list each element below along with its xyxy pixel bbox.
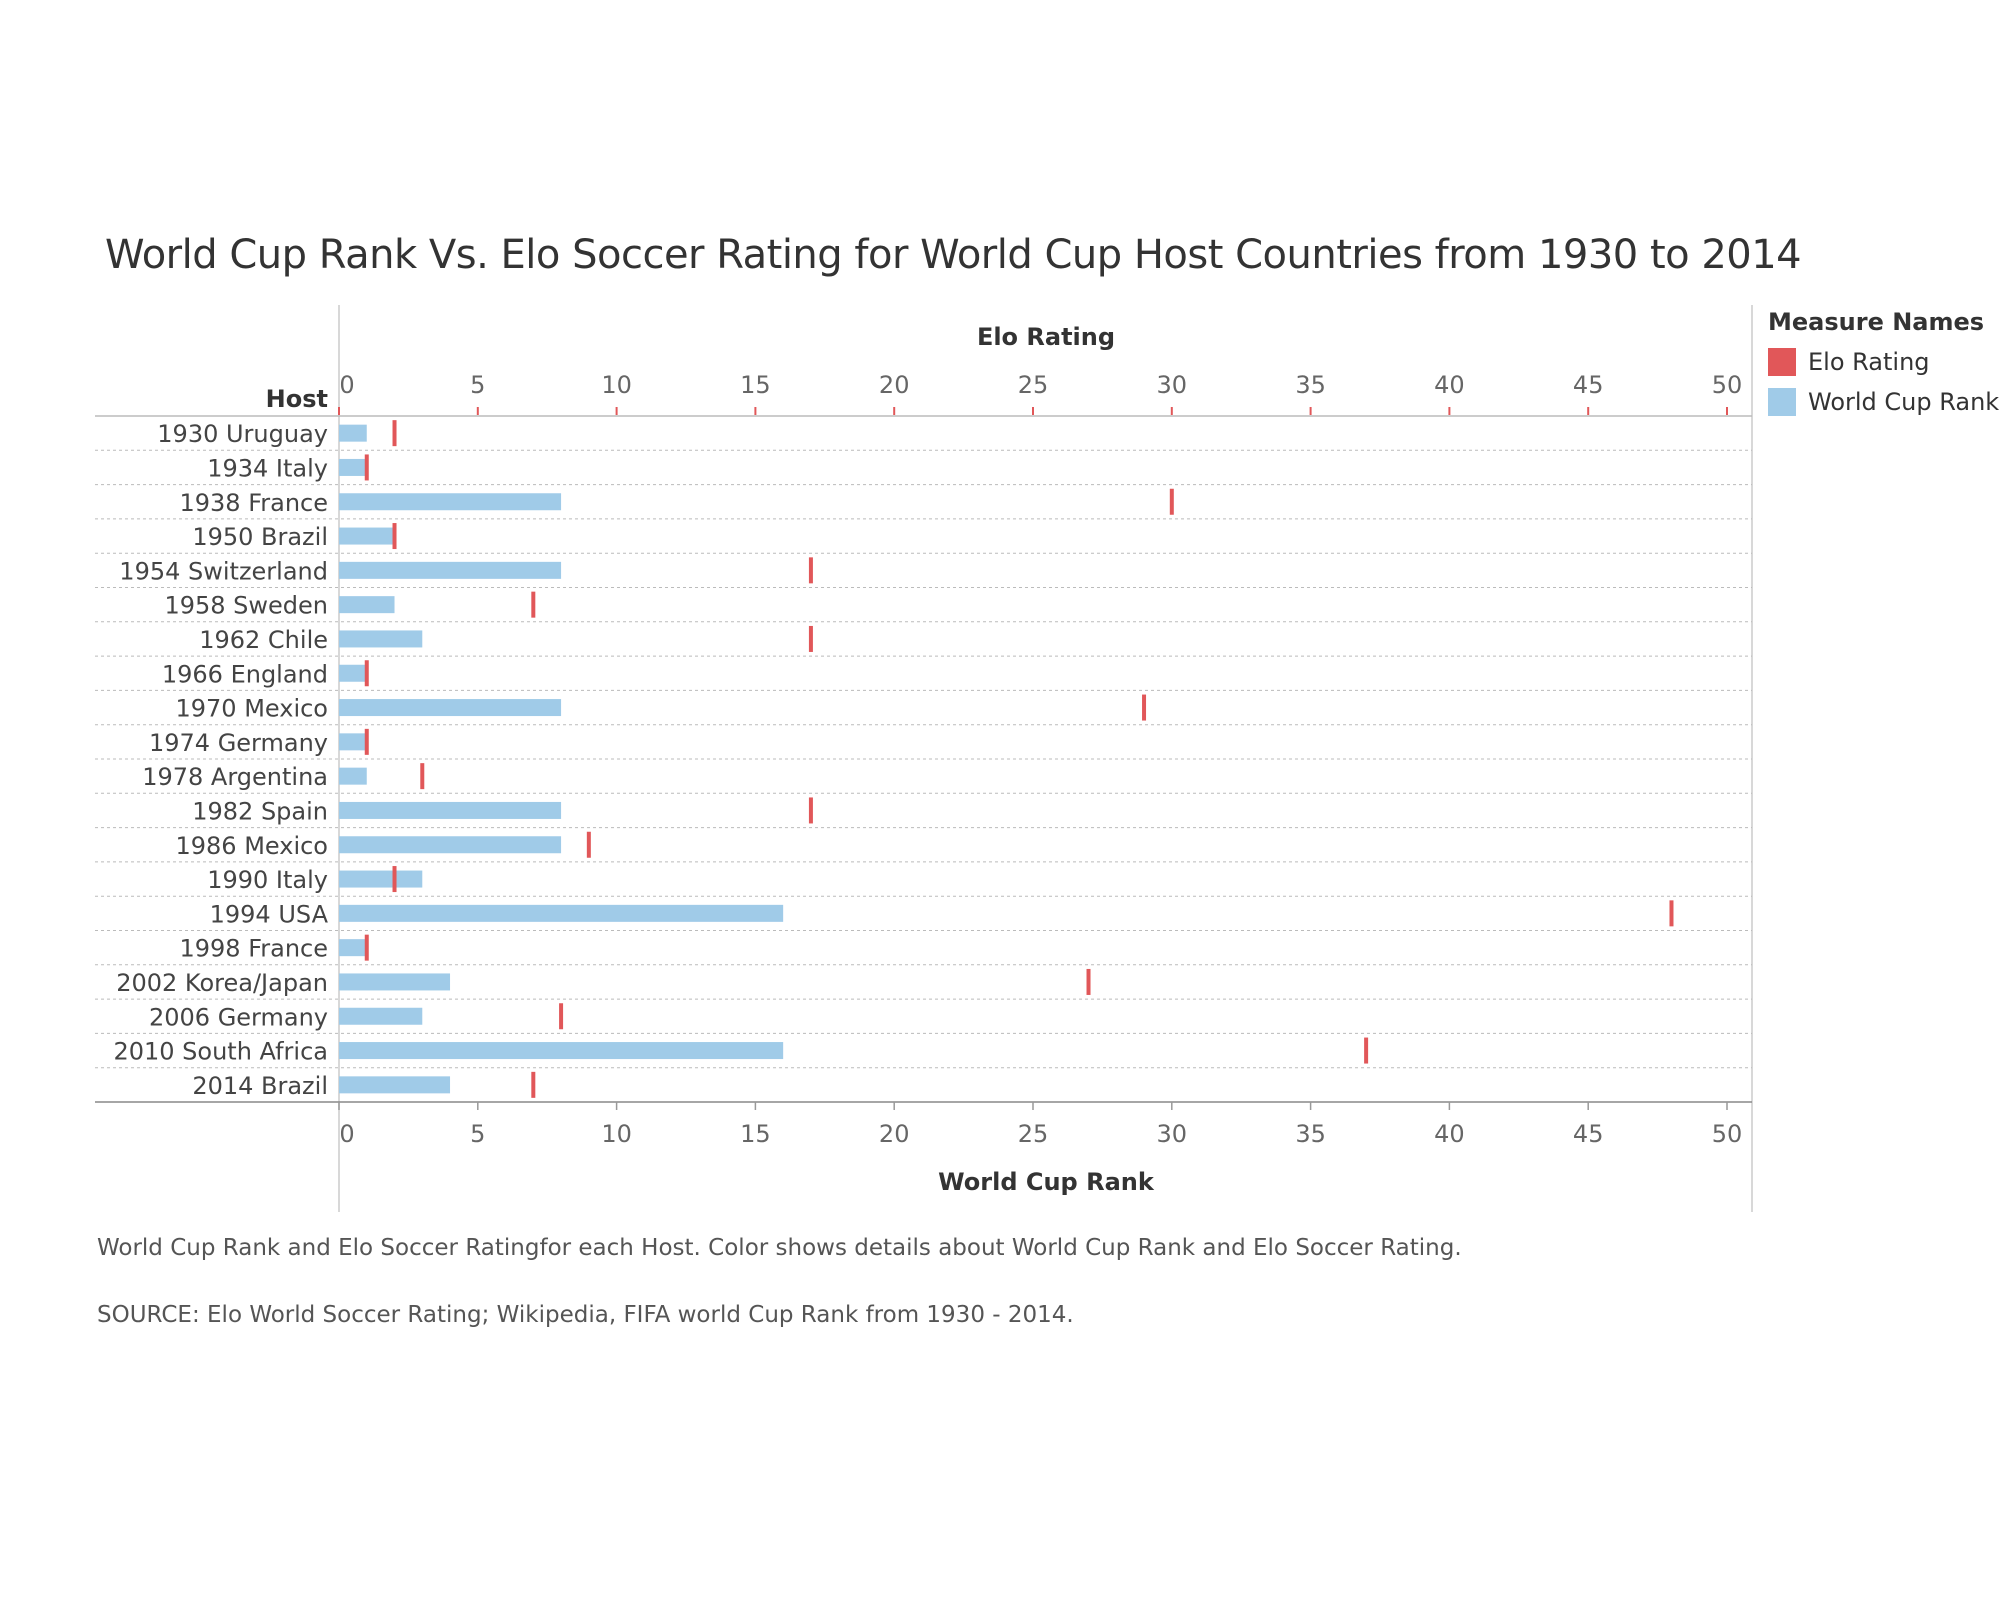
- row-label: 1986 Mexico: [175, 832, 328, 860]
- bar-world-cup-rank: [339, 973, 451, 991]
- tick-elo-rating: [364, 728, 369, 755]
- bottom-tick-label: 40: [1434, 1120, 1465, 1148]
- bar-world-cup-rank: [339, 1042, 784, 1060]
- row-label: 1934 Italy: [207, 454, 328, 482]
- row-label: 1958 Sweden: [164, 592, 328, 620]
- top-tick-label: 35: [1295, 371, 1326, 399]
- legend[interactable]: Measure Names Elo Rating World Cup Rank: [1768, 308, 1999, 422]
- bar-world-cup-rank: [339, 596, 395, 614]
- legend-item-world-cup-rank[interactable]: World Cup Rank: [1768, 382, 1999, 422]
- bottom-tick-label: 45: [1573, 1120, 1604, 1148]
- chart-source: SOURCE: Elo World Soccer Rating; Wikiped…: [97, 1302, 1074, 1328]
- top-tick-label: 50: [1712, 371, 1743, 399]
- bar-world-cup-rank: [339, 1076, 451, 1094]
- row-label: 1982 Spain: [192, 797, 328, 825]
- bar-world-cup-rank: [339, 836, 562, 854]
- top-tick-label: 15: [740, 371, 771, 399]
- bar-world-cup-rank: [339, 424, 367, 442]
- tick-elo-rating: [808, 625, 813, 652]
- bar-world-cup-rank: [339, 561, 562, 579]
- row-label: 2010 South Africa: [113, 1038, 328, 1066]
- tick-elo-rating: [392, 523, 397, 550]
- bar-world-cup-rank: [339, 939, 367, 957]
- tick-elo-rating: [1364, 1037, 1369, 1064]
- bottom-tick-label: 0: [339, 1120, 354, 1148]
- row-label: 1962 Chile: [199, 626, 328, 654]
- row-label: 1998 France: [179, 935, 328, 963]
- row-label: 1990 Italy: [207, 866, 328, 894]
- row-label: 1978 Argentina: [142, 763, 328, 791]
- bar-world-cup-rank: [339, 493, 562, 511]
- bar-world-cup-rank: [339, 801, 562, 819]
- bar-world-cup-rank: [339, 630, 423, 648]
- legend-label-world-cup-rank: World Cup Rank: [1808, 388, 2000, 416]
- top-tick-label: 40: [1434, 371, 1465, 399]
- tick-elo-rating: [420, 763, 425, 790]
- tick-elo-rating: [364, 934, 369, 961]
- legend-item-elo-rating[interactable]: Elo Rating: [1768, 342, 1999, 382]
- row-label: 1974 Germany: [149, 729, 328, 757]
- row-label: 2014 Brazil: [192, 1072, 328, 1100]
- tick-elo-rating: [559, 1003, 564, 1030]
- row-label: 1950 Brazil: [192, 523, 328, 551]
- bottom-tick-label: 5: [470, 1120, 485, 1148]
- bottom-tick-label: 25: [1018, 1120, 1049, 1148]
- tick-elo-rating: [531, 591, 536, 618]
- bottom-axis-title: World Cup Rank: [938, 1168, 1155, 1196]
- tick-elo-rating: [531, 1071, 536, 1098]
- bar-world-cup-rank: [339, 733, 367, 751]
- top-tick-label: 10: [601, 371, 632, 399]
- tick-elo-rating: [392, 866, 397, 893]
- bar-world-cup-rank: [339, 904, 784, 922]
- legend-swatch-elo-rating: [1768, 348, 1796, 376]
- tick-elo-rating: [808, 557, 813, 584]
- bar-world-cup-rank: [339, 458, 367, 476]
- top-tick-label: 25: [1018, 371, 1049, 399]
- top-tick-label: 0: [339, 371, 354, 399]
- bottom-tick-label: 50: [1712, 1120, 1743, 1148]
- legend-title: Measure Names: [1768, 308, 1985, 336]
- tick-elo-rating: [586, 831, 591, 858]
- bottom-tick-label: 20: [879, 1120, 910, 1148]
- row-label: 1938 France: [179, 489, 328, 517]
- tick-elo-rating: [1669, 900, 1674, 927]
- tick-elo-rating: [808, 797, 813, 824]
- chart-caption: World Cup Rank and Elo Soccer Ratingfor …: [97, 1235, 1462, 1261]
- top-tick-label: 30: [1157, 371, 1188, 399]
- bottom-tick-label: 30: [1157, 1120, 1188, 1148]
- bar-world-cup-rank: [339, 767, 367, 785]
- row-label: 1954 Switzerland: [119, 557, 328, 585]
- bottom-tick-label: 15: [740, 1120, 771, 1148]
- row-label: 1966 England: [162, 660, 328, 688]
- row-header-label: Host: [266, 385, 328, 413]
- row-label: 2002 Korea/Japan: [116, 969, 328, 997]
- bar-world-cup-rank: [339, 1007, 423, 1025]
- top-tick-label: 20: [879, 371, 910, 399]
- row-label: 1970 Mexico: [175, 695, 328, 723]
- tick-elo-rating: [1086, 968, 1091, 995]
- top-tick-label: 5: [470, 371, 485, 399]
- row-label: 2006 Germany: [149, 1003, 328, 1031]
- top-tick-label: 45: [1573, 371, 1604, 399]
- tick-elo-rating: [392, 420, 397, 447]
- row-label: 1994 USA: [210, 900, 329, 928]
- legend-swatch-world-cup-rank: [1768, 388, 1796, 416]
- bar-world-cup-rank: [339, 527, 395, 545]
- tick-elo-rating: [1169, 488, 1174, 515]
- tick-elo-rating: [364, 660, 369, 687]
- tick-elo-rating: [364, 454, 369, 481]
- tick-elo-rating: [1142, 694, 1147, 721]
- bottom-tick-label: 35: [1295, 1120, 1326, 1148]
- chart-title: World Cup Rank Vs. Elo Soccer Rating for…: [105, 232, 1802, 278]
- legend-label-elo-rating: Elo Rating: [1808, 348, 1930, 376]
- bottom-tick-label: 10: [601, 1120, 632, 1148]
- row-label: 1930 Uruguay: [157, 420, 328, 448]
- bar-world-cup-rank: [339, 664, 367, 682]
- bar-world-cup-rank: [339, 699, 562, 717]
- top-axis-title: Elo Rating: [977, 323, 1115, 351]
- bar-world-cup-rank: [339, 870, 423, 888]
